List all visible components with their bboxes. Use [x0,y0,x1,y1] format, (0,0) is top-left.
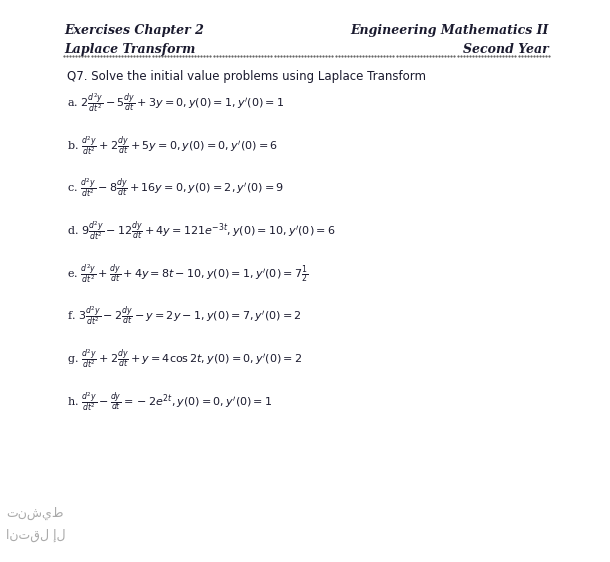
Text: a. $2\frac{d^2y}{dt^2} - 5\frac{dy}{dt} + 3y = 0, y(0) = 1, y'(0) = 1$: a. $2\frac{d^2y}{dt^2} - 5\frac{dy}{dt} … [67,91,284,114]
Text: h. $\frac{d^2y}{dt^2} - \frac{dy}{dt} = -2e^{2t}, y(0) = 0, y'(0) = 1$: h. $\frac{d^2y}{dt^2} - \frac{dy}{dt} = … [67,390,273,413]
Text: Exercises Chapter 2: Exercises Chapter 2 [64,24,204,37]
Text: Laplace Transform: Laplace Transform [64,43,195,56]
Text: b. $\frac{d^2y}{dt^2} + 2\frac{dy}{dt} + 5y = 0, y(0) = 0, y'(0) = 6$: b. $\frac{d^2y}{dt^2} + 2\frac{dy}{dt} +… [67,134,278,157]
Text: d. $9\frac{d^2y}{dt^2} - 12\frac{dy}{dt} + 4y = 121e^{-3t}, y(0) = 10, y'(0) = 6: d. $9\frac{d^2y}{dt^2} - 12\frac{dy}{dt}… [67,219,336,242]
Text: e. $\frac{d^2y}{dt^2} + \frac{dy}{dt} + 4y = 8t - 10, y(0) = 1, y'(0) = 7\frac{1: e. $\frac{d^2y}{dt^2} + \frac{dy}{dt} + … [67,262,308,285]
Text: f. $3\frac{d^2y}{dt^2} - 2\frac{dy}{dt} - y = 2y - 1, y(0) = 7, y'(0) = 2$: f. $3\frac{d^2y}{dt^2} - 2\frac{dy}{dt} … [67,305,302,328]
Text: تنشيط: تنشيط [6,507,63,520]
Text: Q7. Solve the initial value problems using Laplace Transform: Q7. Solve the initial value problems usi… [67,70,426,83]
Text: انتقل إل: انتقل إل [6,528,66,542]
Text: Second Year: Second Year [463,43,549,56]
Text: c. $\frac{d^2y}{dt^2} - 8\frac{dy}{dt} + 16y = 0, y(0) = 2, y'(0) = 9$: c. $\frac{d^2y}{dt^2} - 8\frac{dy}{dt} +… [67,176,284,200]
Text: Engineering Mathematics II: Engineering Mathematics II [351,24,549,37]
Text: g. $\frac{d^2y}{dt^2} + 2\frac{dy}{dt} + y = 4\cos 2t, y(0) = 0, y'(0) = 2$: g. $\frac{d^2y}{dt^2} + 2\frac{dy}{dt} +… [67,347,303,370]
